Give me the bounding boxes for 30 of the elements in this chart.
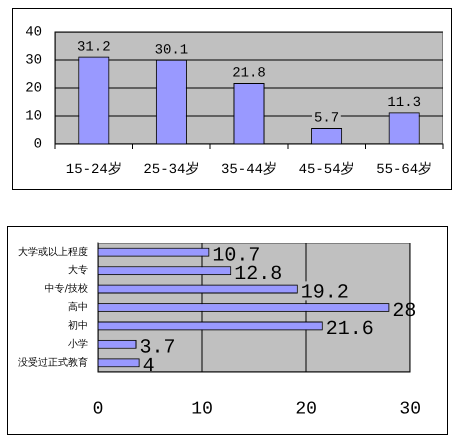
data-label: 21.6 [326, 318, 374, 342]
x-tick-label: 25-34岁 [143, 161, 200, 178]
data-label: 21.8 [232, 66, 266, 82]
data-label: 31.2 [76, 39, 111, 56]
y-tick-label: 中专/技校 [44, 282, 88, 295]
data-label: 4 [142, 355, 155, 378]
x-tick-label: 10 [191, 400, 213, 420]
y-tick-label: 小学 [68, 338, 88, 350]
y-tick-label: 高中 [68, 301, 88, 314]
x-tick-label: 35-44岁 [220, 161, 278, 178]
x-tick-label: 45-54岁 [298, 161, 355, 178]
data-label: 5.7 [314, 110, 340, 127]
x-tick-label: 0 [92, 400, 104, 420]
y-tick-label: 40 [25, 24, 42, 41]
y-tick-label: 没受过正式教育 [18, 356, 88, 368]
x-tick-label: 20 [295, 400, 317, 420]
y-tick-label: 0 [34, 136, 42, 153]
y-tick-label: 20 [25, 80, 42, 97]
y-tick-label: 30 [25, 52, 42, 69]
y-tick-label: 初中 [68, 320, 88, 332]
x-tick-label: 55-64岁 [376, 161, 432, 178]
y-tick-label: 大学或以上程度 [18, 246, 88, 258]
data-label: 30.1 [154, 42, 188, 58]
y-tick-label: 大专 [68, 264, 88, 276]
x-tick-label: 30 [399, 400, 422, 420]
y-tick-label: 10 [25, 108, 42, 125]
data-label: 11.3 [387, 95, 422, 112]
data-label: 19.2 [300, 281, 349, 304]
x-tick-label: 15-24岁 [66, 161, 122, 178]
data-label: 12.8 [234, 262, 282, 286]
